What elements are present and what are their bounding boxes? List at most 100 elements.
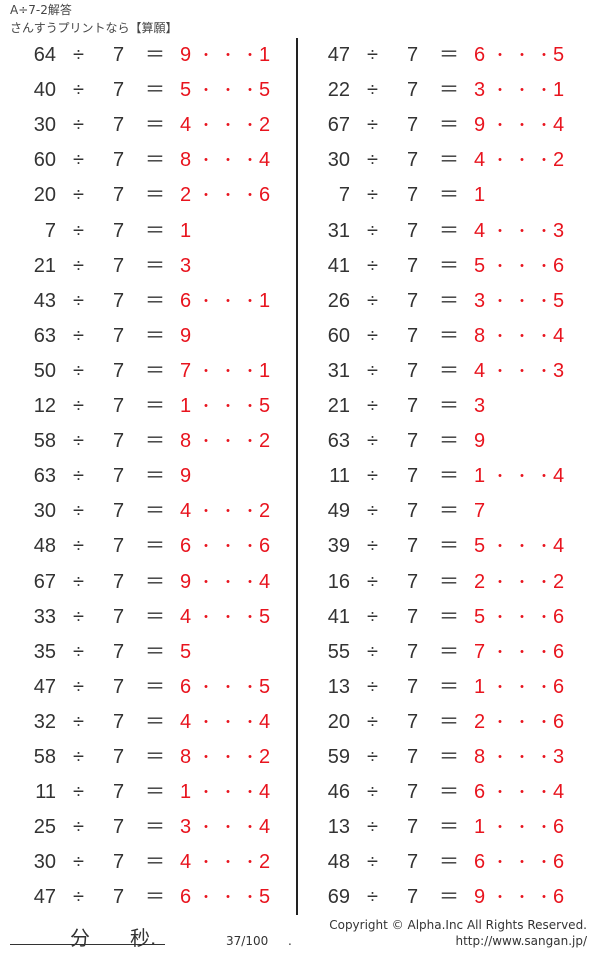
quotient: 1 — [474, 675, 486, 698]
remainder-dot: ・ — [243, 47, 257, 63]
remainder-dot: ・ — [243, 292, 257, 309]
remainder-dot: ・ — [515, 749, 529, 765]
quotient: 8 — [474, 746, 486, 768]
remainder-dot: ・ — [199, 82, 213, 99]
page-number: 37/100 — [226, 934, 269, 948]
equals-sign: ＝ — [145, 44, 165, 66]
remainder-dot: ・ — [243, 117, 257, 134]
equals-sign: ＝ — [439, 710, 459, 733]
remainder-dot: ・ — [221, 889, 235, 906]
remainder-dot: ・ — [515, 47, 529, 63]
remainder-dot: ・ — [221, 82, 235, 99]
dividend: 46 — [327, 781, 350, 804]
dividend: 13 — [327, 675, 350, 698]
remainder: 4 — [553, 781, 565, 804]
remainder-dot: ・ — [537, 257, 551, 274]
equals-sign: ＝ — [145, 149, 165, 172]
remainder-dot: ・ — [199, 819, 213, 836]
divisor: 7 — [113, 44, 125, 66]
remainder: 2 — [259, 746, 271, 768]
equals-sign: ＝ — [439, 570, 459, 593]
divisor: 7 — [113, 500, 125, 523]
quotient: 1 — [474, 465, 486, 488]
remainder-dot: ・ — [221, 784, 235, 801]
remainder: 4 — [259, 570, 271, 593]
remainder-dot: ・ — [243, 362, 257, 379]
equals-sign: ＝ — [439, 605, 459, 628]
divisor: 7 — [113, 781, 125, 804]
dividend: 25 — [33, 816, 56, 839]
divisor: 7 — [407, 114, 419, 137]
dividend: 7 — [338, 184, 350, 207]
site-url[interactable]: http://www.sangan.jp/ — [455, 934, 587, 948]
quotient: 4 — [474, 219, 486, 242]
remainder: 6 — [259, 184, 271, 207]
dividend: 7 — [44, 219, 56, 242]
remainder: 5 — [553, 44, 565, 66]
divide-sign: ÷ — [367, 44, 378, 66]
remainder-dot: ・ — [243, 819, 257, 836]
divisor: 7 — [407, 500, 419, 523]
quotient: 3 — [474, 289, 486, 312]
dividend: 63 — [33, 324, 56, 347]
remainder-dot: ・ — [537, 573, 551, 590]
dividend: 58 — [33, 430, 56, 453]
divide-sign: ÷ — [73, 79, 84, 102]
quotient: 8 — [180, 149, 192, 172]
equals-sign: ＝ — [439, 289, 459, 312]
remainder-dot: ・ — [221, 292, 235, 309]
divisor: 7 — [113, 535, 125, 558]
equals-sign: ＝ — [439, 359, 459, 382]
dividend: 16 — [327, 570, 350, 593]
equals-sign: ＝ — [145, 816, 165, 839]
remainder-dot: ・ — [493, 257, 507, 274]
equals-sign: ＝ — [145, 535, 165, 558]
dividend: 41 — [327, 254, 350, 277]
divide-sign: ÷ — [73, 149, 84, 172]
divide-sign: ÷ — [73, 254, 84, 277]
dividend: 30 — [33, 500, 56, 523]
remainder-dot: ・ — [493, 292, 507, 309]
remainder: 2 — [259, 114, 271, 137]
remainder: 3 — [553, 359, 565, 382]
remainder-dot: ・ — [515, 538, 529, 555]
equals-sign: ＝ — [145, 605, 165, 628]
remainder: 5 — [553, 289, 565, 312]
remainder: 2 — [259, 500, 271, 523]
divisor: 7 — [407, 570, 419, 593]
divisor: 7 — [407, 746, 419, 768]
equals-sign: ＝ — [439, 430, 459, 453]
dividend: 69 — [327, 886, 350, 909]
divisor: 7 — [407, 781, 419, 804]
remainder: 5 — [259, 395, 271, 417]
quotient: 9 — [474, 430, 486, 453]
seconds-label: 秒. — [130, 926, 157, 950]
remainder-dot: ・ — [199, 152, 213, 169]
quotient: 6 — [180, 535, 192, 558]
divisor: 7 — [407, 430, 419, 453]
remainder-dot: ・ — [493, 713, 507, 730]
equals-sign: ＝ — [145, 114, 165, 137]
divide-sign: ÷ — [367, 254, 378, 277]
remainder-dot: ・ — [199, 362, 213, 379]
remainder-dot: ・ — [515, 819, 529, 836]
divide-sign: ÷ — [73, 184, 84, 207]
divisor: 7 — [113, 184, 125, 207]
divide-sign: ÷ — [73, 851, 84, 874]
dividend: 60 — [33, 149, 56, 172]
remainder-dot: ・ — [515, 257, 529, 274]
dividend: 63 — [33, 465, 56, 488]
divisor: 7 — [113, 114, 125, 137]
equals-sign: ＝ — [439, 851, 459, 874]
divide-sign: ÷ — [367, 500, 378, 523]
remainder-dot: ・ — [243, 854, 257, 871]
divide-sign: ÷ — [73, 219, 84, 242]
remainder-dot: ・ — [243, 538, 257, 555]
divisor: 7 — [113, 219, 125, 242]
remainder-dot: ・ — [515, 292, 529, 309]
remainder-dot: ・ — [515, 678, 529, 695]
remainder: 6 — [553, 816, 565, 839]
remainder-dot: ・ — [515, 222, 529, 239]
remainder-dot: ・ — [537, 889, 551, 906]
quotient: 7 — [474, 640, 486, 663]
